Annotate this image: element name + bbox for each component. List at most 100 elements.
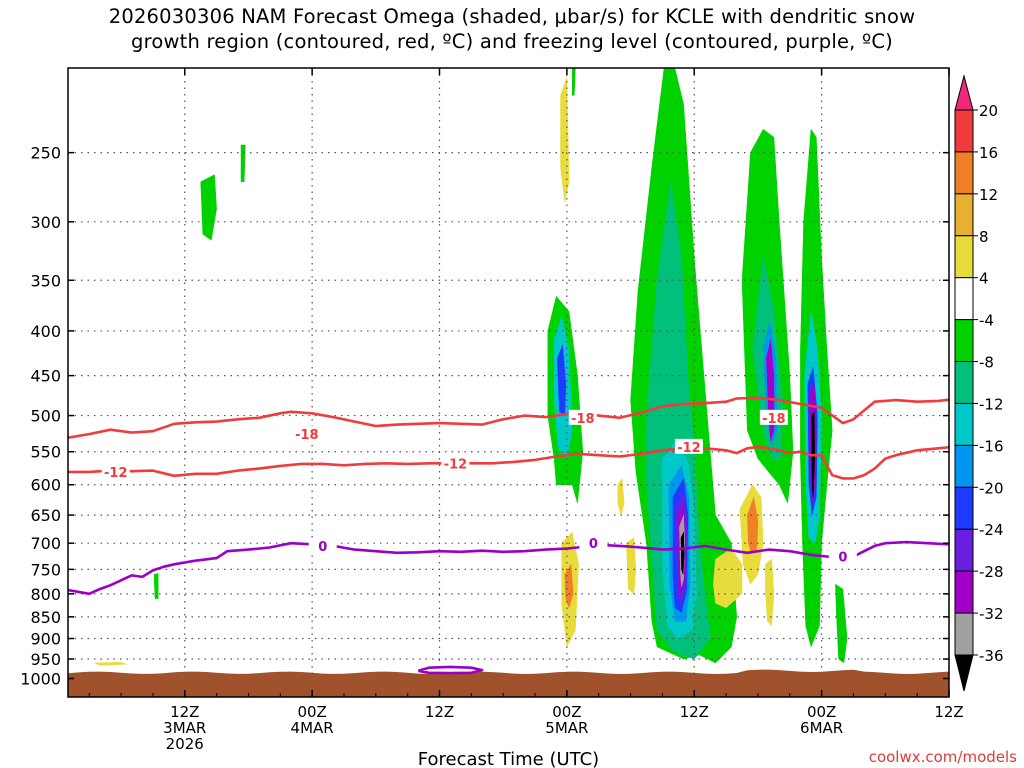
y-tick-label-450: 450 [30, 367, 61, 386]
y-tick-label-300: 300 [30, 213, 61, 232]
colorbar-band-4 [954, 277, 974, 321]
chart-title-line-1: 2026030306 NAM Forecast Omega (shaded, μ… [108, 5, 916, 28]
omega-shade-6 [557, 344, 567, 417]
omega-shade-1 [240, 144, 246, 183]
omega-shade-3 [571, 68, 576, 96]
omega-shade-27 [835, 583, 848, 664]
y-tick-label-250: 250 [30, 144, 61, 163]
colorbar-band-9 [954, 486, 974, 530]
contour-label-2-0: 0 [318, 540, 327, 555]
contour-label-bg-1-2 [674, 438, 703, 454]
colorbar-label-2: 12 [979, 186, 998, 204]
colorbar-label-12: -32 [979, 605, 1004, 623]
plot-frame [67, 67, 950, 698]
x-tick-label-18-1: 4MAR [291, 719, 334, 737]
x-tick-label-30-0: 12Z [425, 703, 454, 721]
colorbar-label-4: 4 [979, 270, 989, 288]
contour-line-3 [417, 665, 484, 675]
colorbar-band-2 [954, 193, 974, 237]
plot-area [68, 68, 949, 697]
y-tick-label-700: 700 [30, 534, 61, 553]
colorbar-label-11: -28 [979, 563, 1004, 581]
colorbar-label-10: -24 [979, 521, 1004, 539]
colorbar-band-8 [954, 444, 974, 488]
omega-shade-17 [680, 532, 685, 575]
colorbar-over-arrow [954, 74, 974, 111]
contour-label-bg-2-2 [828, 548, 857, 564]
contour-label-bg-1-0 [101, 463, 130, 479]
contour-line-1 [68, 445, 949, 480]
colorbar-label-8: -16 [979, 437, 1004, 455]
contour-label-0-1: -18 [571, 412, 595, 427]
y-tick-label-900: 900 [30, 630, 61, 649]
omega-shade-33 [626, 537, 637, 595]
y-tick-label-600: 600 [30, 476, 61, 495]
colorbar-band-5 [954, 319, 974, 363]
colorbar-label-7: -12 [979, 395, 1004, 413]
colorbar-band-7 [954, 402, 974, 446]
contour-label-bg-1-1 [441, 455, 470, 471]
colorbar-band-6 [954, 361, 974, 404]
y-tick-label-750: 750 [30, 560, 61, 579]
colorbar: 20 16 12 8 4 -4 -8 -12 -16 -20 -24 -28 -32 -36 [954, 74, 1004, 692]
chart-title: 2026030306 NAM Forecast Omega (shaded, μ… [0, 4, 1024, 54]
omega-shade-2 [560, 77, 570, 203]
colorbar-label-13: -36 [979, 647, 1004, 665]
colorbar-band-0 [954, 109, 974, 153]
y-tick-label-950: 950 [30, 650, 61, 669]
omega-shade-35 [94, 661, 127, 666]
y-tick-label-1000: 1000 [20, 669, 61, 688]
colorbar-band-3 [954, 235, 974, 279]
contour-label-bg-2-0 [308, 537, 337, 553]
credit-text: coolwx.com/models [869, 748, 1017, 766]
x-tick-label-66-0: 00Z [807, 703, 836, 721]
terrain-surface [68, 669, 949, 697]
contour-layer: -18 -18 -18 -12 -12 -12 0 0 0 [68, 396, 949, 675]
colorbar-label-1: 16 [979, 144, 998, 162]
colorbar-band-10 [954, 528, 974, 572]
contour-label-1-0: -12 [104, 466, 128, 481]
contour-label-2-1: 0 [589, 537, 598, 552]
colorbar-band-11 [954, 570, 974, 614]
colorbar-label-0: 20 [979, 102, 998, 120]
x-tick-label-66-1: 6MAR [800, 719, 843, 737]
contour-label-1-1: -12 [444, 457, 468, 472]
contour-label-0-0: -18 [295, 428, 319, 443]
colorbar-label-3: 8 [979, 228, 989, 246]
contour-label-1-2: -12 [677, 441, 701, 456]
contour-label-2-2: 0 [838, 551, 847, 566]
x-tick-label-6-2: 2026 [166, 735, 204, 753]
y-tick-label-400: 400 [30, 322, 61, 341]
omega-shade-34 [153, 573, 159, 599]
y-tick-label-550: 550 [30, 443, 61, 462]
x-tick-label-54-0: 12Z [680, 703, 709, 721]
y-tick-label-800: 800 [30, 585, 61, 604]
contour-label-bg-0-1 [568, 409, 597, 425]
colorbar-band-1 [954, 151, 974, 195]
colorbar-label-5: -4 [979, 312, 994, 330]
x-tick-label-6-1: 3MAR [163, 719, 206, 737]
x-tick-label-6-0: 12Z [170, 703, 199, 721]
colorbar-label-9: -20 [979, 479, 1004, 497]
contour-label-bg-2-1 [579, 535, 608, 551]
x-tick-label-18-0: 00Z [297, 703, 326, 721]
omega-shade-0 [200, 174, 217, 241]
colorbar-under-arrow [954, 654, 974, 692]
y-tick-label-650: 650 [30, 506, 61, 525]
x-tick-label-78-0: 12Z [934, 703, 963, 721]
x-tick-label-42-0: 00Z [552, 703, 581, 721]
x-tick-label-42-1: 5MAR [545, 719, 588, 737]
contour-line-0 [68, 396, 949, 439]
colorbar-label-6: -8 [979, 354, 994, 372]
x-axis-label: Forecast Time (UTC) [418, 749, 599, 768]
chart-title-line-2: growth region (contoured, red, ºC) and f… [131, 30, 893, 53]
omega-shade-30 [747, 496, 759, 555]
y-tick-label-350: 350 [30, 271, 61, 290]
colorbar-band-12 [954, 612, 974, 656]
y-tick-label-850: 850 [30, 608, 61, 627]
contour-line-2 [68, 540, 949, 596]
contour-label-0-2: -18 [762, 412, 786, 427]
omega-shade-31 [765, 558, 775, 627]
contour-label-bg-0-0 [292, 426, 321, 442]
